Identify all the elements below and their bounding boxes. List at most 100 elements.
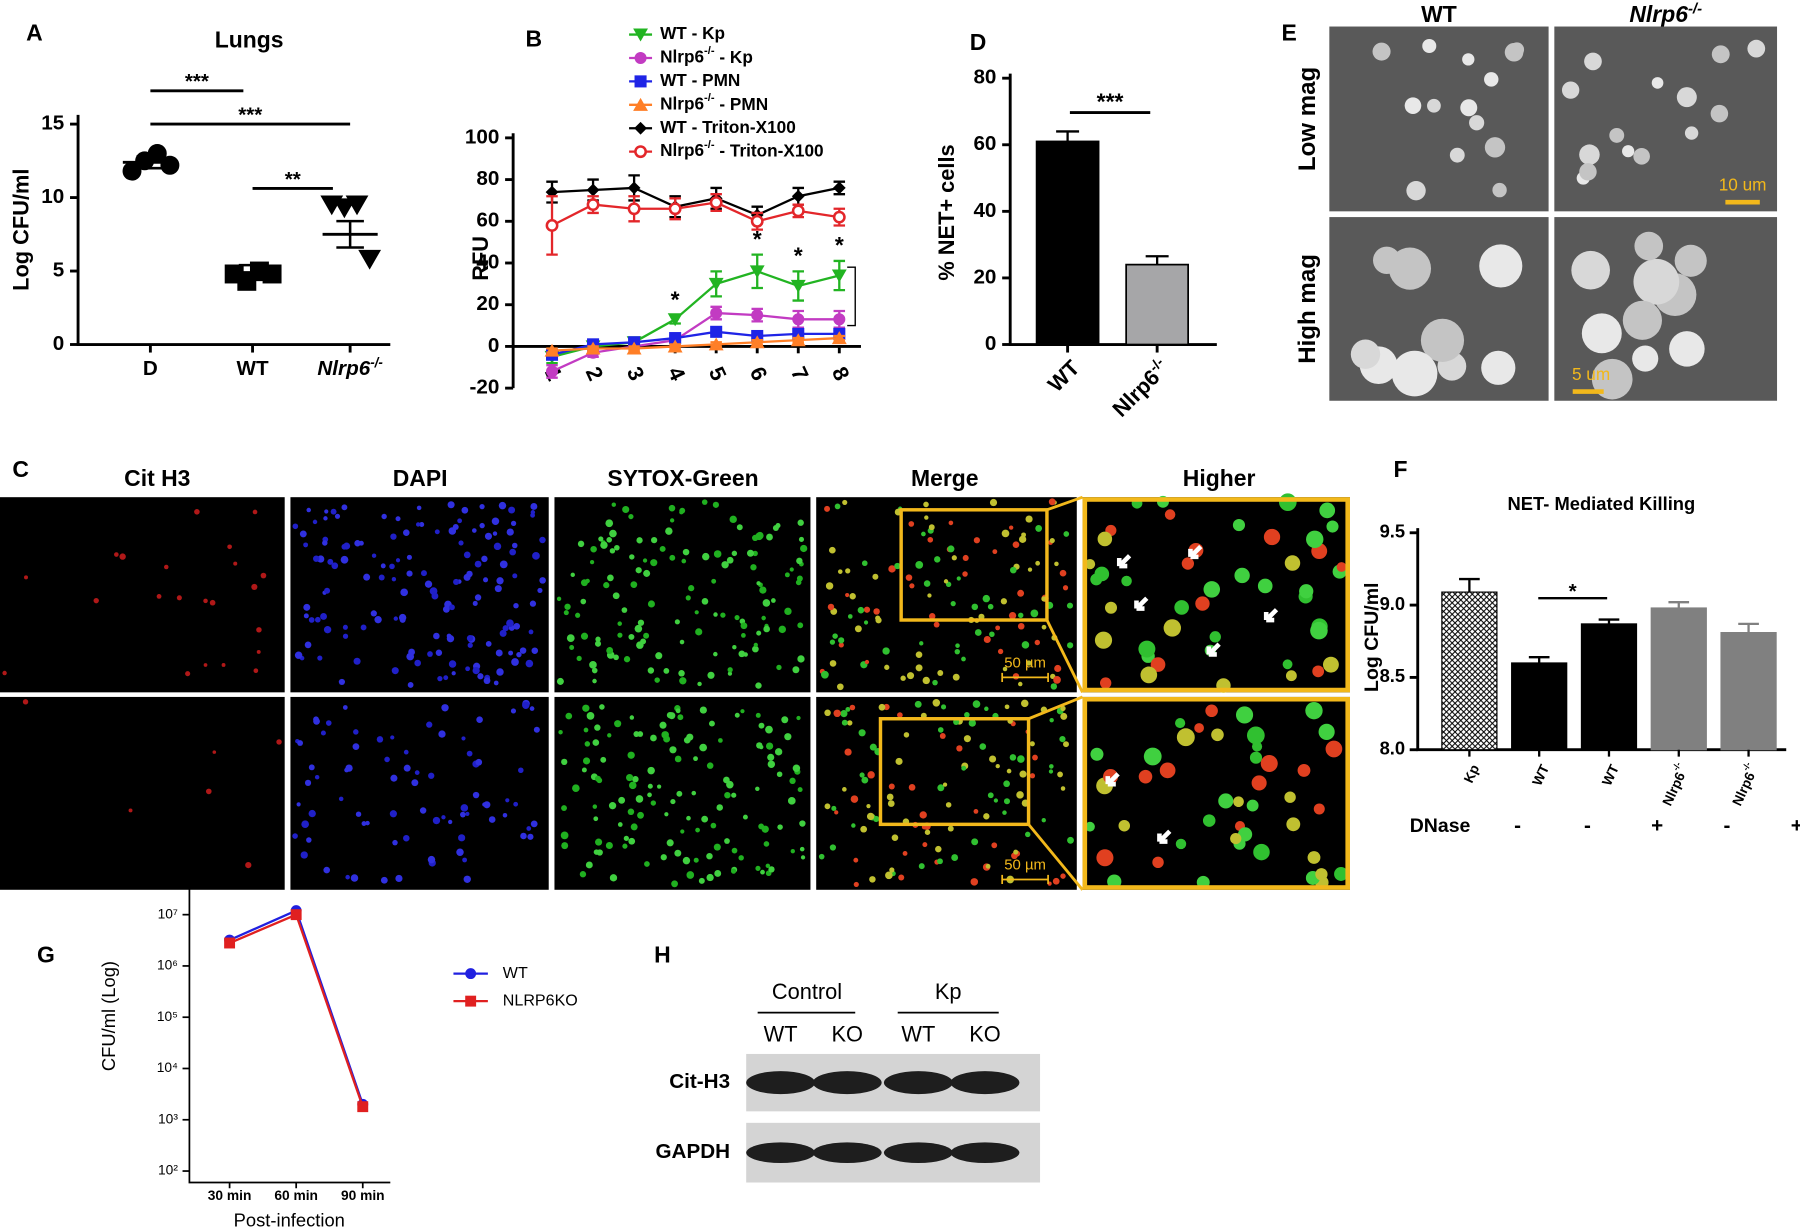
cell xyxy=(691,790,697,796)
cell xyxy=(1060,712,1068,720)
cell xyxy=(505,798,510,803)
cell xyxy=(701,815,709,823)
cell xyxy=(755,786,760,792)
cell xyxy=(755,532,763,541)
band xyxy=(812,1071,882,1095)
cell xyxy=(767,753,775,761)
cell xyxy=(1096,849,1114,867)
arrow xyxy=(1206,642,1221,657)
cell xyxy=(1163,619,1181,637)
cell xyxy=(947,545,955,553)
cell xyxy=(1307,851,1321,864)
cell xyxy=(710,822,717,829)
legend-label: Nlrp6-/- - Triton-X100 xyxy=(660,139,824,160)
cell xyxy=(1326,520,1339,533)
panel-letter: H xyxy=(654,941,671,967)
marker xyxy=(668,202,682,216)
cell xyxy=(777,824,783,830)
cell xyxy=(995,625,1001,631)
cell xyxy=(390,774,398,782)
cell xyxy=(972,700,981,708)
cell xyxy=(340,555,349,564)
cell xyxy=(909,583,915,589)
cell xyxy=(1310,621,1328,640)
cell xyxy=(824,505,831,512)
cell xyxy=(644,861,650,867)
cell xyxy=(1633,258,1680,305)
cell xyxy=(618,796,626,804)
cell xyxy=(1246,726,1265,745)
cell xyxy=(510,520,517,526)
axis xyxy=(188,858,391,1184)
error-bar xyxy=(1459,577,1480,593)
cell xyxy=(1561,81,1580,99)
legend-label: WT xyxy=(503,964,528,982)
cell xyxy=(746,549,755,557)
marker xyxy=(634,51,647,65)
marker xyxy=(160,155,180,175)
cell xyxy=(738,650,746,658)
cell xyxy=(762,599,771,607)
cell xyxy=(1194,723,1204,733)
cell xyxy=(561,805,567,812)
legend-label: NLRP6KO xyxy=(503,991,578,1009)
cell xyxy=(389,810,397,818)
cell xyxy=(766,533,773,541)
cell xyxy=(713,651,718,657)
cell xyxy=(407,682,414,688)
cell xyxy=(511,658,519,666)
marker xyxy=(633,28,648,42)
cell xyxy=(778,625,787,634)
cell xyxy=(829,660,837,667)
series-line xyxy=(551,270,840,358)
cell xyxy=(861,776,869,784)
cell xyxy=(1336,562,1347,572)
column-label: DAPI xyxy=(393,465,448,491)
cell xyxy=(1481,350,1516,385)
cell xyxy=(292,833,298,839)
cell xyxy=(663,667,670,674)
cell xyxy=(331,562,339,570)
cell xyxy=(323,866,331,874)
marker xyxy=(750,214,764,228)
cell xyxy=(659,721,667,729)
cell xyxy=(1747,39,1766,58)
series-line xyxy=(229,913,364,1108)
cell xyxy=(596,849,603,856)
y-tick-label: 80 xyxy=(973,66,996,89)
cell xyxy=(512,573,518,579)
cell xyxy=(530,503,538,510)
cell xyxy=(1174,600,1189,615)
cell xyxy=(415,522,421,527)
cell xyxy=(1205,704,1218,718)
cell xyxy=(475,758,483,766)
cell xyxy=(614,720,622,728)
cell xyxy=(845,707,851,712)
cell xyxy=(738,855,744,861)
cell xyxy=(695,628,703,636)
cell xyxy=(935,845,942,853)
y-tick-label: -20 xyxy=(470,376,500,399)
cell xyxy=(209,599,216,606)
cell xyxy=(1107,874,1122,889)
cell xyxy=(906,672,915,680)
cell xyxy=(323,516,328,521)
cell xyxy=(1391,350,1438,397)
dnase-sign: - xyxy=(1724,814,1731,837)
cell xyxy=(765,742,774,750)
dnase-sign: - xyxy=(1584,814,1591,837)
cell xyxy=(800,544,808,553)
cell xyxy=(461,506,469,514)
cell xyxy=(605,519,614,528)
cell xyxy=(477,673,484,680)
scale-bar xyxy=(1001,672,1049,683)
cell xyxy=(380,563,386,569)
cell xyxy=(956,745,963,752)
arrow xyxy=(1263,608,1279,623)
cell xyxy=(384,756,390,763)
cell xyxy=(973,808,979,814)
y-tick-label: 8.0 xyxy=(1380,738,1406,759)
cell xyxy=(919,811,927,819)
cell xyxy=(403,529,410,536)
marker xyxy=(792,313,805,326)
